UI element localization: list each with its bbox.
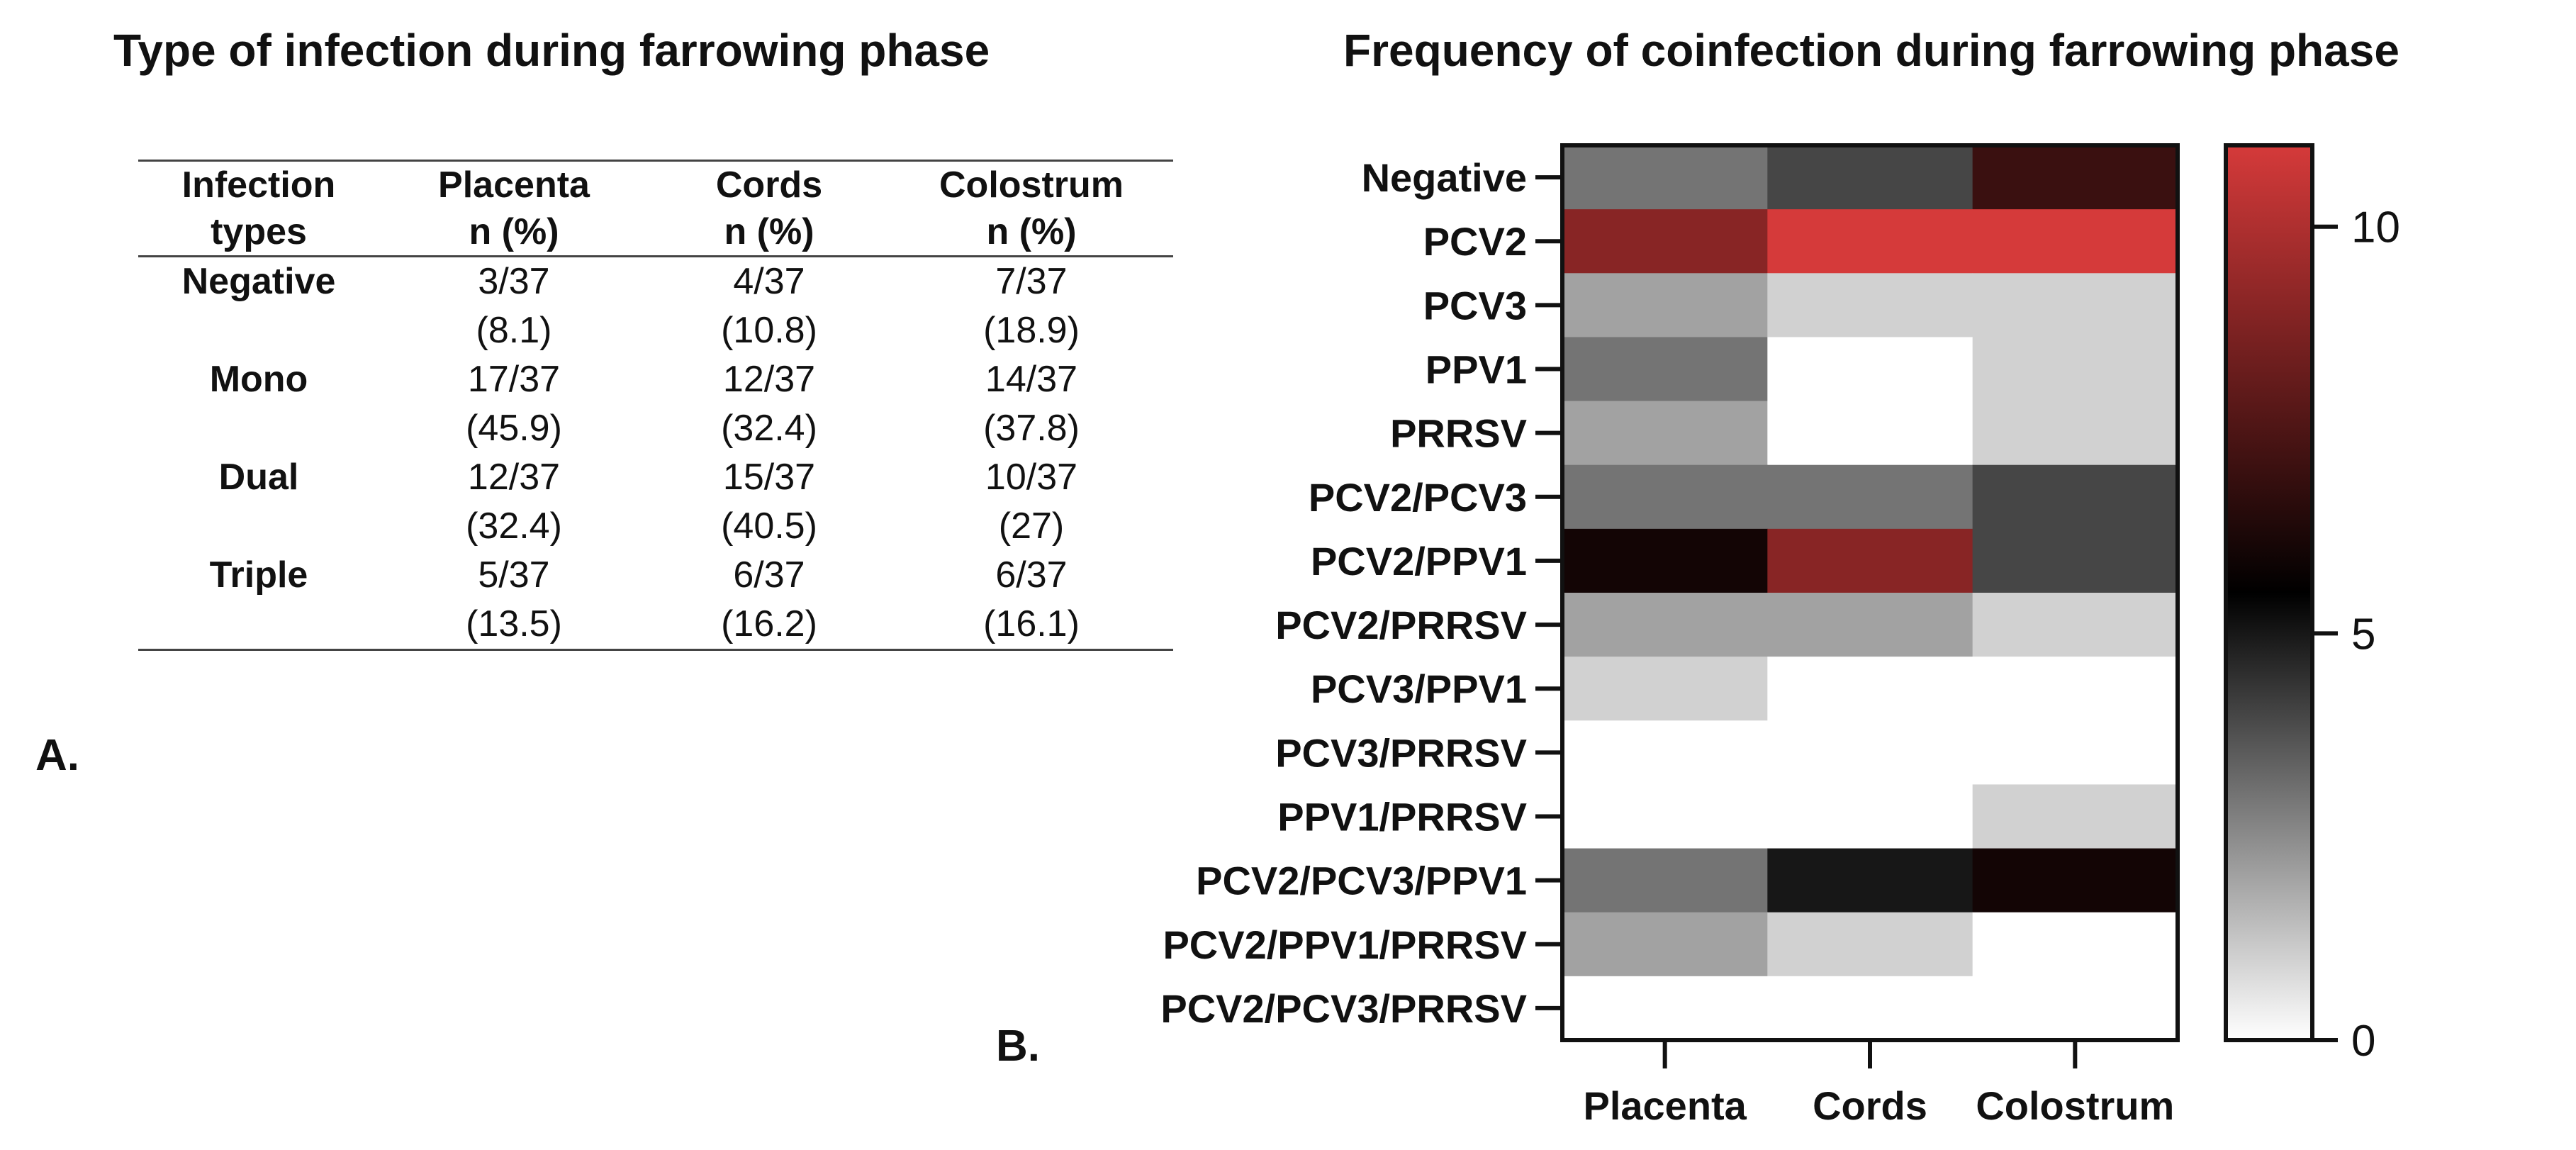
heatmap-cell (1562, 528, 1768, 593)
heatmap-cell (1562, 912, 1768, 977)
heatmap-cell (1562, 593, 1768, 657)
heatmap-x-axis: Placenta Cords Colostrum (1583, 1040, 2174, 1128)
y-tick-label: PCV2/PPV1/PRRSV (1163, 922, 1527, 967)
heatmap-cell (1767, 848, 1973, 913)
table-cell: 17/37 (45.9) (466, 359, 562, 449)
heatmap-cell (1562, 145, 1768, 210)
heatmap-cell (1767, 528, 1973, 593)
heatmap-cell (1972, 848, 2178, 913)
heatmap-cell (1767, 593, 1973, 657)
heatmap-cell (1972, 976, 2178, 1041)
x-tick-label: Colostrum (1976, 1083, 2174, 1128)
y-tick-label: PCV2 (1423, 219, 1527, 264)
heatmap-cell (1562, 401, 1768, 466)
heatmap-cell (1562, 657, 1768, 721)
y-tick-label: PCV2/PPV1 (1311, 539, 1527, 584)
x-tick-label: Cords (1813, 1083, 1927, 1128)
heatmap-cell (1562, 464, 1768, 530)
y-tick-label: PCV2/PCV3/PRRSV (1160, 986, 1527, 1031)
table-cell: 6/37 (16.1) (890, 551, 1173, 651)
y-tick-label: PCV3/PPV1 (1311, 666, 1527, 711)
panel-b-title: Frequency of coinfection during farrowin… (1343, 25, 2399, 76)
heatmap-cell (1972, 401, 2178, 466)
table-header-row: Infection types Placenta n (%) Cords n (%) … (138, 160, 1173, 257)
heatmap-cell (1972, 528, 2178, 593)
heatmap-cell (1767, 209, 1973, 274)
heatmap-cell (1972, 593, 2178, 657)
infection-type-table: Infection types Placenta n (%) Cords n (%) … (138, 160, 1173, 651)
colorbar-tick-label: 5 (2351, 610, 2375, 659)
heatmap-cell (1562, 273, 1768, 337)
table-row: Negative 3/37 (8.1) 4/37 (10.8) 7/37 (18.9) (138, 257, 1173, 356)
heatmap-cell (1562, 337, 1768, 402)
heatmap-cell (1972, 464, 2178, 530)
table-cell: 15/37 (40.5) (721, 457, 817, 547)
table-cell: 6/37 (16.2) (649, 551, 890, 651)
heatmap-cell (1767, 145, 1973, 210)
table-row: Dual 12/37 (32.4) 15/37 (40.5) 10/37 (27) (138, 453, 1173, 551)
heatmap-cell (1972, 209, 2178, 274)
y-tick-label: PPV1 (1426, 347, 1527, 392)
table-row: Triple 5/37 (13.5) 6/37 (16.2) 6/37 (16.1) (138, 551, 1173, 651)
heatmap-cell (1767, 273, 1973, 337)
table-cell: 14/37 (37.8) (983, 359, 1080, 449)
table-cell: 12/37 (32.4) (466, 457, 562, 547)
heatmap-cell (1767, 464, 1973, 530)
heatmap-cell (1562, 976, 1768, 1041)
colorbar-gradient (2224, 143, 2314, 1042)
y-tick-label: PCV2/PCV3/PPV1 (1196, 859, 1527, 903)
heatmap-cell (1972, 337, 2178, 402)
y-tick-label: Negative (1362, 155, 1527, 200)
heatmap-y-axis: Negative PCV2 PCV3 PPV1 PRRSV PCV2/PCV3 PCV2/P… (1160, 155, 1562, 1031)
heatmap-cell (1562, 848, 1768, 913)
heatmap-cell (1767, 657, 1973, 721)
heatmap-cell (1972, 784, 2178, 849)
heatmap-cell (1562, 209, 1768, 274)
header-infection-types: Infection types (138, 160, 379, 257)
y-tick-label: PCV3 (1423, 283, 1527, 328)
table-cell: 3/37 (8.1) (476, 261, 552, 351)
row-label-dual: Dual (218, 457, 299, 498)
y-tick-label: PCV2/PRRSV (1275, 603, 1527, 647)
heatmap-cell (1767, 912, 1973, 977)
table-cell: 12/37 (32.4) (721, 359, 817, 449)
colorbar-tick-label: 10 (2351, 203, 2400, 252)
heatmap-cell (1767, 337, 1973, 402)
heatmap-cell (1562, 720, 1768, 785)
panel-b-label: B. (996, 1022, 1040, 1071)
y-tick-label: PCV3/PRRSV (1275, 730, 1527, 775)
colorbar-tick-label: 0 (2351, 1017, 2375, 1066)
row-label-triple: Triple (138, 551, 379, 651)
heatmap-cell (1767, 401, 1973, 466)
header-cords: Cords n (%) (649, 160, 890, 257)
heatmap-cells (1562, 145, 2178, 1041)
heatmap-cell (1767, 784, 1973, 849)
heatmap-cell (1562, 784, 1768, 849)
panel-a-title: Type of infection during farrowing phase (113, 25, 990, 76)
heatmap-cell (1972, 912, 2178, 977)
heatmap-frame (1560, 143, 2180, 1042)
heatmap-cell (1972, 145, 2178, 210)
y-tick-label: PRRSV (1390, 411, 1527, 456)
panel-a-label: A. (35, 731, 79, 780)
table-cell: 7/37 (18.9) (983, 261, 1080, 351)
table-cell: 4/37 (10.8) (721, 261, 817, 351)
y-tick-label: PCV2/PCV3 (1309, 475, 1527, 520)
heatmap-cell (1972, 273, 2178, 337)
table-cell: 10/37 (27) (985, 457, 1078, 547)
y-tick-label: PPV1/PRRSV (1277, 795, 1527, 839)
heatmap-cell (1972, 720, 2178, 785)
table-cell: 5/37 (13.5) (379, 551, 649, 651)
row-label-mono: Mono (209, 359, 308, 400)
heatmap-cell (1767, 976, 1973, 1041)
heatmap-cell (1767, 720, 1973, 785)
header-colostrum: Colostrum n (%) (890, 160, 1173, 257)
colorbar: 0 5 10 (2224, 143, 2400, 1066)
x-tick-label: Placenta (1583, 1083, 1747, 1128)
heatmap-cell (1972, 657, 2178, 721)
row-label-negative: Negative (181, 261, 336, 302)
table-row: Mono 17/37 (45.9) 12/37 (32.4) 14/37 (37.8) (138, 355, 1173, 453)
header-placenta: Placenta n (%) (379, 160, 649, 257)
